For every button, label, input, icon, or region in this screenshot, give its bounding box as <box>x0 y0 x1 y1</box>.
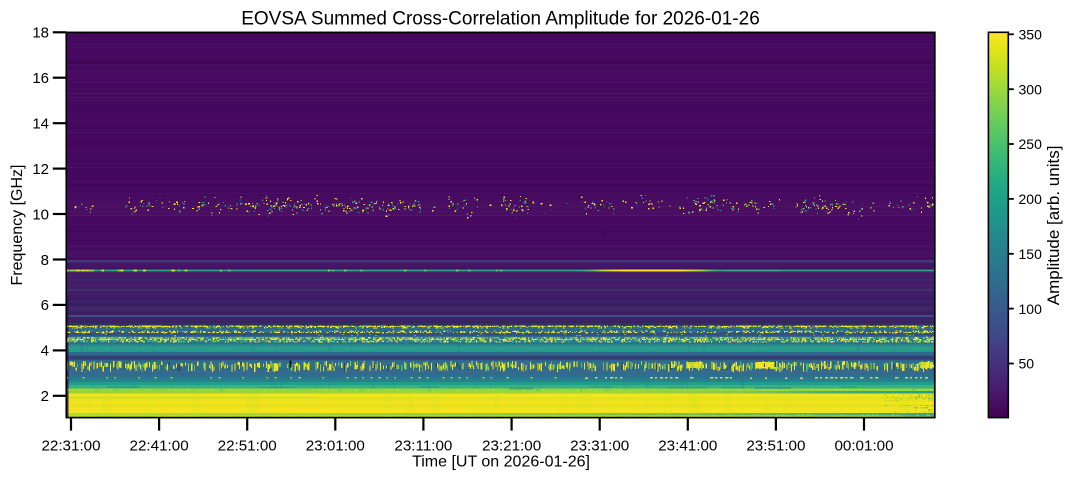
svg-text:350: 350 <box>1019 26 1043 42</box>
svg-text:8: 8 <box>41 252 49 269</box>
svg-text:Time [UT on 2026-01-26]: Time [UT on 2026-01-26] <box>412 454 590 471</box>
svg-text:10: 10 <box>32 206 49 223</box>
svg-text:4: 4 <box>41 343 49 360</box>
svg-text:22:51:00: 22:51:00 <box>218 438 277 455</box>
svg-text:16: 16 <box>32 70 49 87</box>
svg-text:23:21:00: 23:21:00 <box>482 438 541 455</box>
svg-text:Frequency [GHz]: Frequency [GHz] <box>9 165 26 286</box>
svg-text:100: 100 <box>1019 301 1043 317</box>
svg-text:00:01:00: 00:01:00 <box>834 438 893 455</box>
svg-text:18: 18 <box>32 25 49 42</box>
svg-text:23:01:00: 23:01:00 <box>306 438 365 455</box>
svg-text:12: 12 <box>32 161 49 178</box>
svg-text:50: 50 <box>1019 356 1035 372</box>
svg-text:14: 14 <box>32 116 49 133</box>
svg-text:6: 6 <box>41 297 49 314</box>
svg-text:22:41:00: 22:41:00 <box>130 438 189 455</box>
svg-text:23:41:00: 23:41:00 <box>658 438 717 455</box>
svg-text:300: 300 <box>1019 81 1043 97</box>
svg-text:22:31:00: 22:31:00 <box>41 438 100 455</box>
svg-text:Amplitude [arb. units]: Amplitude [arb. units] <box>1044 146 1063 306</box>
svg-text:23:11:00: 23:11:00 <box>394 438 452 455</box>
svg-text:23:31:00: 23:31:00 <box>570 438 629 455</box>
svg-text:23:51:00: 23:51:00 <box>746 438 805 455</box>
svg-text:EOVSA Summed Cross-Correlation: EOVSA Summed Cross-Correlation Amplitude… <box>241 9 760 30</box>
svg-text:150: 150 <box>1019 246 1043 262</box>
svg-text:250: 250 <box>1019 136 1043 152</box>
svg-text:2: 2 <box>41 388 49 405</box>
svg-text:200: 200 <box>1019 191 1043 207</box>
